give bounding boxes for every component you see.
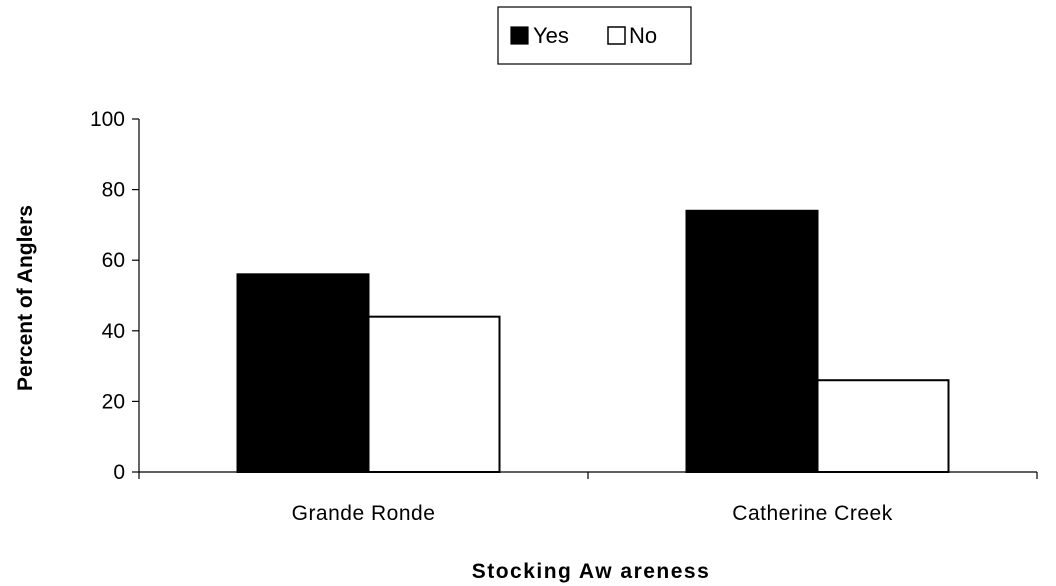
- legend-swatch-yes: [510, 26, 529, 45]
- y-tick-label: 100: [90, 108, 125, 131]
- x-axis-title: Stocking Aw areness: [472, 560, 711, 583]
- bar-yes-grande-ronde: [236, 273, 370, 473]
- bar-no-catherine-creek: [816, 379, 950, 473]
- legend-label-yes: Yes: [533, 23, 569, 48]
- x-category-label: Catherine Creek: [732, 502, 892, 525]
- legend: Yes No: [497, 6, 692, 65]
- y-tick-label: 20: [102, 390, 125, 413]
- legend-swatch-no: [607, 26, 626, 45]
- legend-box: [497, 6, 692, 65]
- y-tick-label: 40: [102, 320, 125, 343]
- y-tick-label: 0: [113, 461, 125, 484]
- legend-label-no: No: [629, 23, 657, 48]
- x-category-label: Grande Ronde: [292, 502, 436, 525]
- bar-yes-catherine-creek: [685, 209, 819, 473]
- bar-no-grande-ronde: [367, 315, 501, 473]
- plot-area: 0 20 40 60 80 100 Grande Ronde Catherine Creek: [90, 108, 1038, 525]
- y-tick-label: 80: [102, 179, 125, 202]
- y-tick-label: 60: [102, 249, 125, 272]
- y-axis-title: Percent of Anglers: [14, 205, 37, 391]
